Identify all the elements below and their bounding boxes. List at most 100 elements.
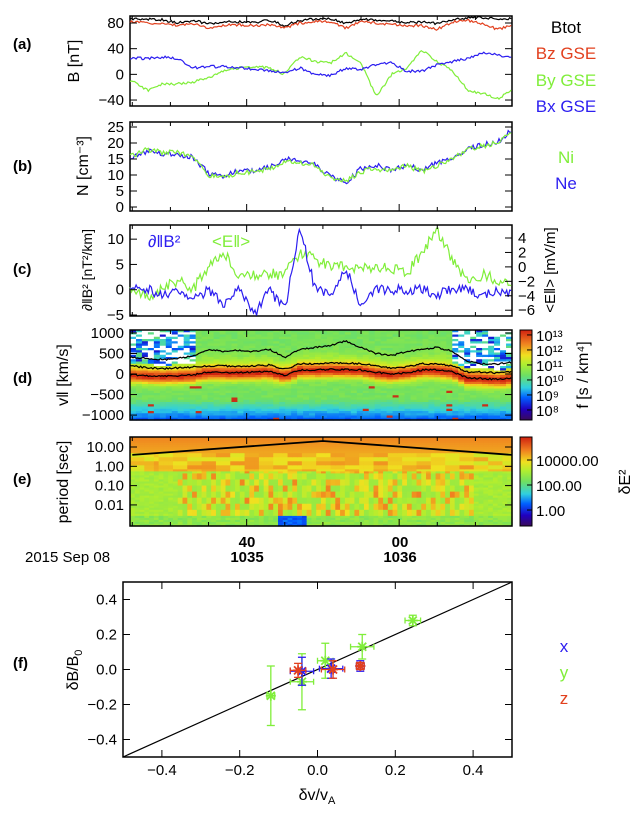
spectrogram-cell [141, 406, 149, 410]
spectrogram-cell [249, 368, 256, 372]
spectrogram-cell [446, 415, 453, 419]
spectrogram-cell [315, 375, 322, 378]
spectrogram-cell [141, 332, 149, 336]
spectrogram-cell [325, 449, 332, 452]
spectrogram-cell [201, 404, 209, 408]
spectrogram-cell [147, 386, 155, 390]
spectrogram-cell [374, 336, 382, 340]
spectrogram-cell [135, 390, 143, 394]
spectrogram-cell [297, 395, 304, 399]
spectrogram-cell [315, 406, 322, 410]
spectrogram-cell [239, 463, 246, 466]
spectrogram-cell [273, 505, 279, 509]
spectrogram-cell [182, 477, 188, 481]
spectrogram-cell [326, 341, 334, 345]
spectrogram-cell [356, 415, 364, 419]
spectrogram-cell [165, 395, 173, 399]
spectrogram-cell [500, 406, 507, 410]
spectrogram-cell [168, 449, 174, 452]
spectrogram-cell [344, 471, 351, 475]
spectrogram-cell [359, 483, 365, 487]
spectrogram-cell [297, 372, 304, 376]
spectrogram-cell [213, 343, 221, 347]
spectrogram-cell [249, 339, 256, 342]
spectrogram-cell [189, 384, 197, 387]
spectrogram-cell [392, 393, 400, 396]
spectrogram-cell [359, 465, 365, 468]
spectrogram-cell [230, 497, 236, 501]
spectrogram-cell [195, 361, 203, 365]
spectrogram-cell [287, 445, 293, 448]
spectrogram-cell [416, 408, 424, 412]
spectrogram-cell [159, 332, 167, 336]
spectrogram-cell [144, 461, 150, 464]
spectrogram-cell [316, 483, 322, 487]
spectrogram-cell [279, 330, 286, 333]
spectrogram-cell [273, 334, 280, 338]
spectrogram-cell [183, 411, 191, 414]
spectrogram-cell [258, 465, 265, 468]
spectrogram-cell [144, 443, 150, 446]
spectrogram-cell [330, 467, 336, 470]
spectrogram-cell [374, 404, 382, 408]
spectrogram-cell [338, 395, 346, 399]
spectrogram-cell [244, 467, 250, 470]
spectrogram-cell [285, 408, 292, 412]
spectrogram-cell [220, 495, 227, 499]
spectrogram-cell [380, 339, 388, 342]
spectrogram-cell [258, 447, 265, 450]
spectrogram-cell [470, 375, 477, 378]
spectrogram-cell [244, 439, 250, 442]
spectrogram-cell [255, 390, 262, 394]
spectrogram-cell [206, 483, 212, 487]
spectrogram-cell [335, 445, 341, 448]
spectrogram-cell [464, 372, 471, 376]
spectrogram-cell [428, 361, 436, 365]
spectrogram-cell [207, 415, 215, 419]
spectrogram-cell [239, 499, 246, 503]
spectrogram-cell [139, 465, 145, 468]
spectrogram-cell [368, 341, 376, 345]
spectrogram-cell [309, 352, 316, 356]
spectrogram-cell [359, 497, 365, 501]
spectrogram-cell [386, 334, 394, 338]
spectrogram-cell [279, 417, 286, 421]
spectrogram-cell [315, 402, 322, 405]
spectrogram-cell [344, 384, 352, 387]
spectrogram-cell [237, 366, 245, 369]
spectrogram-cell [446, 404, 453, 408]
spectrogram-cell [263, 447, 270, 450]
spectrogram-cell [350, 345, 358, 349]
spectrogram-cell [153, 517, 160, 521]
spectrogram-cell [368, 352, 376, 356]
spectrogram-cell [130, 451, 136, 454]
spectrogram-cell [349, 485, 356, 489]
spectrogram-cell [362, 390, 370, 394]
spectrogram-cell [316, 485, 322, 489]
spectrogram-cell [177, 511, 184, 515]
spectrogram-cell [171, 399, 179, 403]
spectrogram-cell [344, 372, 352, 376]
spectrogram-cell [206, 503, 212, 507]
spectrogram-cell [309, 379, 316, 383]
spectrogram-cell [153, 413, 161, 417]
spectrogram-cell [211, 461, 217, 464]
spectrogram-cell [237, 363, 245, 367]
spectrogram-cell [316, 459, 322, 462]
spectrogram-cell [326, 395, 334, 399]
spectrogram-cell [374, 361, 382, 365]
spectrogram-cell [350, 413, 358, 417]
spectrogram-cell [220, 485, 227, 489]
spectrogram-cell [187, 459, 193, 462]
spectrogram-cell [309, 350, 316, 354]
spectrogram-cell [149, 515, 155, 519]
spectrogram-cell [163, 463, 169, 466]
spectrogram-cell [211, 511, 217, 515]
spectrogram-cell [354, 509, 360, 513]
spectrogram-cell [330, 451, 336, 454]
spectrogram-cell [330, 495, 336, 499]
spectrogram-cell [192, 447, 198, 450]
spectrogram-cell [434, 372, 441, 376]
spectrogram-cell [282, 459, 289, 462]
spectrogram-cell [254, 479, 260, 483]
